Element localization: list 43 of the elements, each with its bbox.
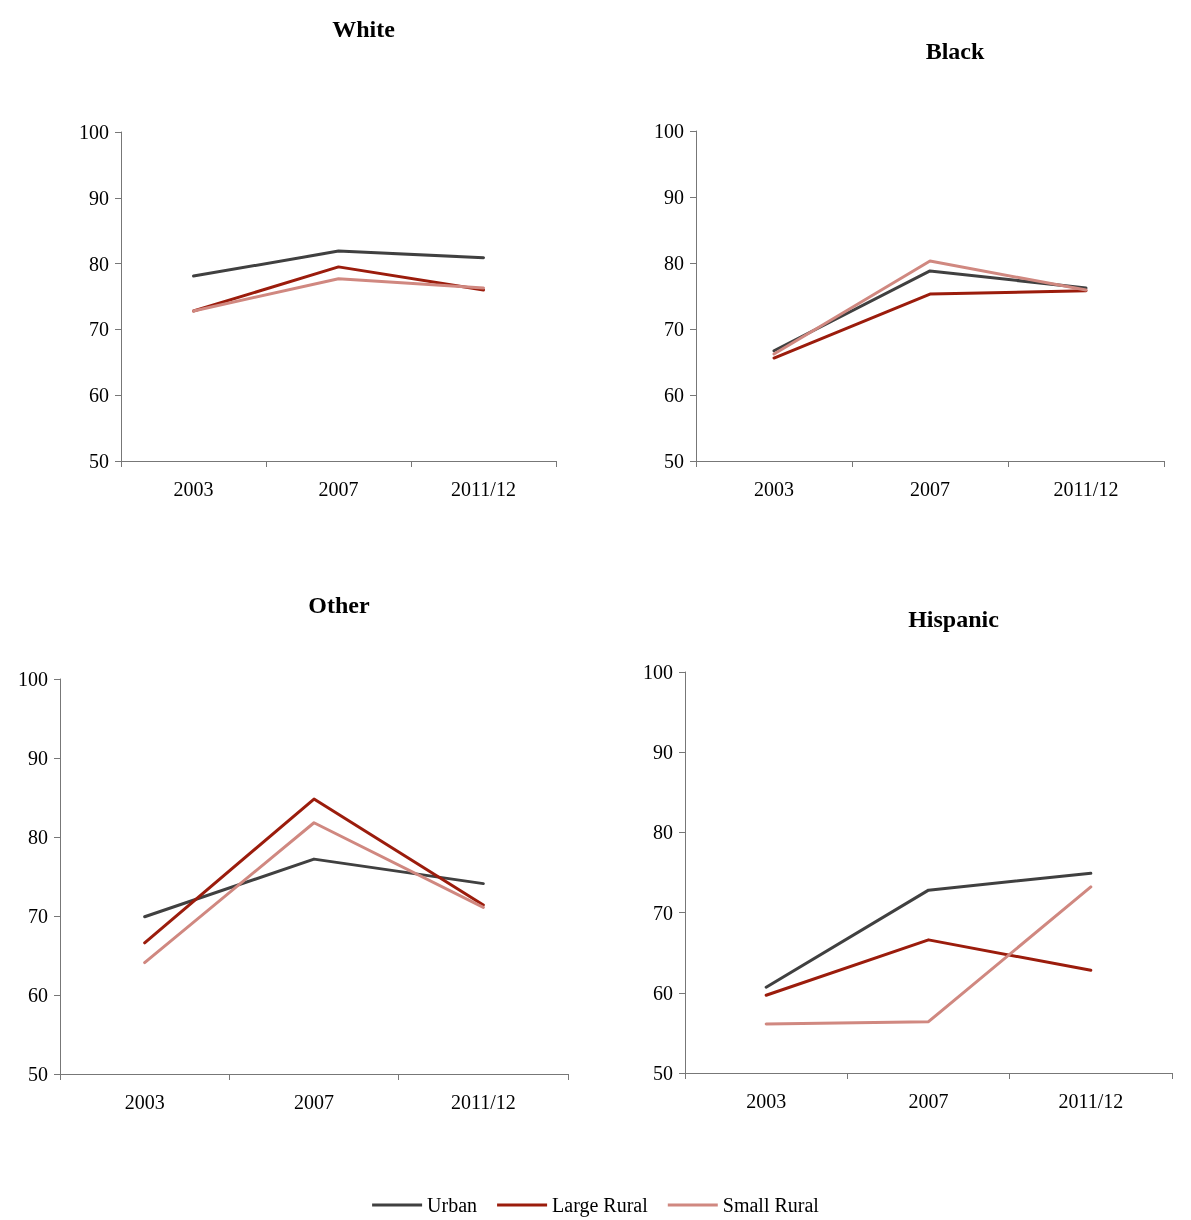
- x-tick-label: 2011/12: [1053, 478, 1119, 500]
- y-tick-label: 50: [28, 1063, 48, 1085]
- chart-title: White: [332, 16, 396, 42]
- x-tick-label: 2003: [124, 1091, 165, 1113]
- y-tick-label: 80: [664, 252, 684, 274]
- y-tick-label: 90: [89, 186, 109, 209]
- x-tick-label: 2007: [318, 478, 359, 500]
- x-tick-label: 2003: [754, 478, 794, 500]
- y-tick-label: 70: [28, 905, 48, 927]
- x-tick-label: 2007: [294, 1091, 334, 1113]
- y-tick-label: 60: [664, 384, 684, 406]
- chart-title: Black: [925, 38, 985, 64]
- y-tick-label: 90: [653, 741, 673, 764]
- y-tick-label: 80: [89, 252, 109, 275]
- x-tick-label: 2011/12: [1058, 1090, 1124, 1112]
- y-tick-label: 50: [653, 1062, 673, 1084]
- y-tick-label: 80: [28, 826, 48, 848]
- y-tick-label: 90: [28, 747, 48, 769]
- y-tick-label: 100: [79, 121, 109, 143]
- chart-title: Other: [308, 592, 370, 618]
- y-tick-label: 50: [89, 450, 109, 472]
- y-tick-label: 60: [89, 384, 109, 407]
- y-tick-label: 100: [654, 120, 684, 142]
- y-tick-label: 70: [664, 318, 684, 340]
- chart-title: Hispanic: [908, 606, 1000, 632]
- x-tick-label: 2003: [173, 478, 214, 500]
- x-tick-label: 2007: [910, 478, 950, 500]
- y-tick-label: 70: [653, 901, 673, 924]
- y-tick-label: 60: [653, 981, 673, 1004]
- y-tick-label: 50: [664, 450, 684, 472]
- y-tick-label: 60: [28, 984, 48, 1006]
- legend-label: Small Rural: [722, 1194, 820, 1216]
- legend-label: Large Rural: [552, 1194, 649, 1217]
- x-tick-label: 2011/12: [451, 478, 516, 500]
- x-tick-label: 2003: [746, 1090, 787, 1112]
- y-tick-label: 70: [89, 318, 109, 341]
- x-tick-label: 2007: [908, 1090, 949, 1112]
- legend-label: Urban: [427, 1194, 478, 1216]
- y-tick-label: 100: [18, 668, 48, 690]
- y-tick-label: 80: [653, 821, 673, 844]
- y-tick-label: 100: [643, 661, 673, 683]
- y-tick-label: 90: [664, 186, 684, 208]
- x-tick-label: 2011/12: [450, 1091, 516, 1113]
